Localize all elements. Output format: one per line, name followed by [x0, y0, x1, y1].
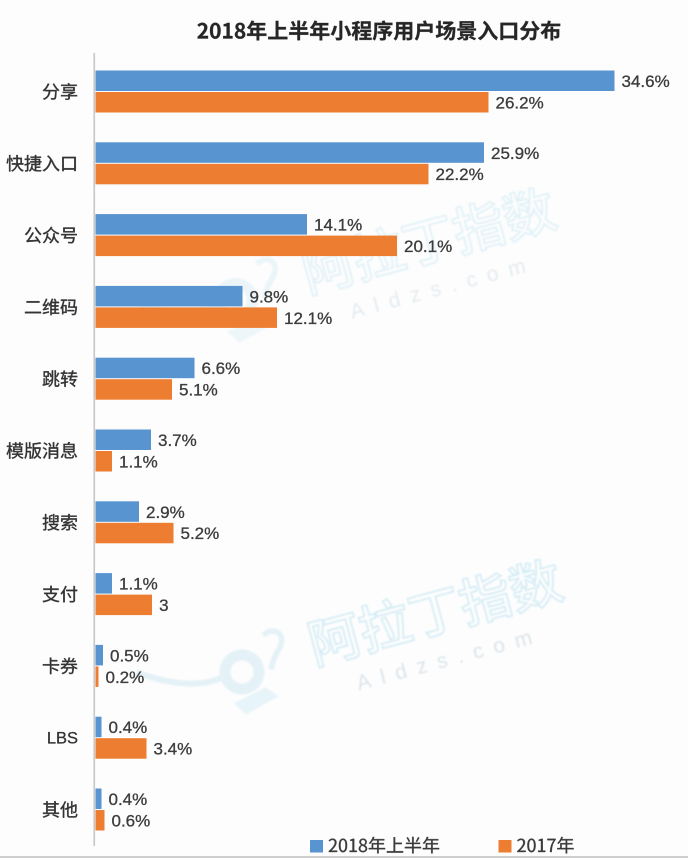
svg-text:3.7%: 3.7% [158, 431, 197, 450]
svg-text:0.6%: 0.6% [112, 812, 151, 831]
svg-text:3.4%: 3.4% [154, 740, 193, 759]
svg-text:5.1%: 5.1% [179, 381, 218, 400]
svg-text:14.1%: 14.1% [314, 216, 362, 235]
svg-text:0.4%: 0.4% [109, 718, 148, 737]
svg-text:0.5%: 0.5% [110, 646, 149, 665]
svg-text:0.4%: 0.4% [109, 790, 148, 809]
svg-text:1.1%: 1.1% [119, 575, 158, 594]
svg-text:20.1%: 20.1% [404, 237, 452, 256]
svg-text:6.6%: 6.6% [202, 359, 241, 378]
svg-text:2.9%: 2.9% [146, 503, 185, 522]
svg-text:3: 3 [159, 596, 168, 615]
svg-text:0.2%: 0.2% [106, 668, 145, 687]
svg-text:34.6%: 34.6% [622, 72, 670, 91]
svg-text:LBS: LBS [47, 730, 78, 748]
svg-text:12.1%: 12.1% [284, 309, 332, 328]
svg-text:1.1%: 1.1% [119, 452, 158, 471]
svg-text:26.2%: 26.2% [496, 94, 544, 113]
svg-text:9.8%: 9.8% [250, 287, 289, 306]
svg-text:25.9%: 25.9% [491, 144, 539, 163]
svg-text:5.2%: 5.2% [181, 524, 220, 543]
svg-text:22.2%: 22.2% [436, 165, 484, 184]
